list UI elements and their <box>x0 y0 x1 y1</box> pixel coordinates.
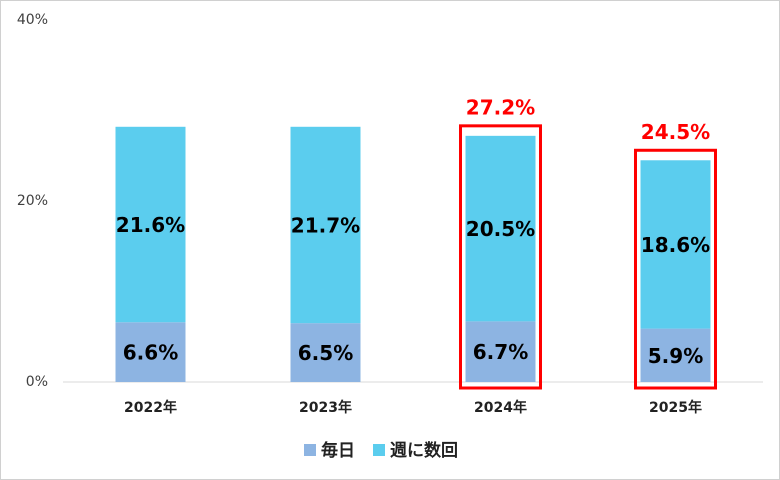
bar-segment <box>290 323 361 382</box>
legend-label: 毎日 <box>321 440 355 461</box>
value-label: 6.5% <box>298 341 353 365</box>
x-tick-label: 2024年 <box>474 399 527 416</box>
x-tick-label: 2022年 <box>124 399 177 416</box>
bar-segment <box>115 126 186 323</box>
highlight-box <box>634 148 717 390</box>
value-label: 21.6% <box>116 213 185 237</box>
legend-swatch <box>373 444 385 456</box>
legend-swatch <box>304 444 316 456</box>
bar-segment <box>465 135 536 322</box>
bar-segment <box>465 321 536 382</box>
y-tick-label: 0% <box>26 374 48 390</box>
value-label: 21.7% <box>291 213 360 237</box>
bar-segment <box>115 322 186 382</box>
y-tick-label: 20% <box>17 193 48 209</box>
x-tick-label: 2025年 <box>649 399 702 416</box>
value-label: 6.6% <box>123 341 178 365</box>
x-tick-label: 2023年 <box>299 399 352 416</box>
y-tick-label: 40% <box>17 12 48 28</box>
bar-segment <box>290 126 361 324</box>
bar-segment <box>640 328 711 382</box>
bar-segment <box>640 160 711 329</box>
value-label: 6.7% <box>473 340 528 364</box>
value-label: 5.9% <box>648 344 703 368</box>
value-label: 20.5% <box>466 217 535 241</box>
legend-label: 週に数回 <box>390 440 458 461</box>
value-label: 18.6% <box>641 233 710 257</box>
highlight-box <box>459 124 542 390</box>
total-label: 24.5% <box>641 120 710 144</box>
total-label: 27.2% <box>466 95 535 119</box>
